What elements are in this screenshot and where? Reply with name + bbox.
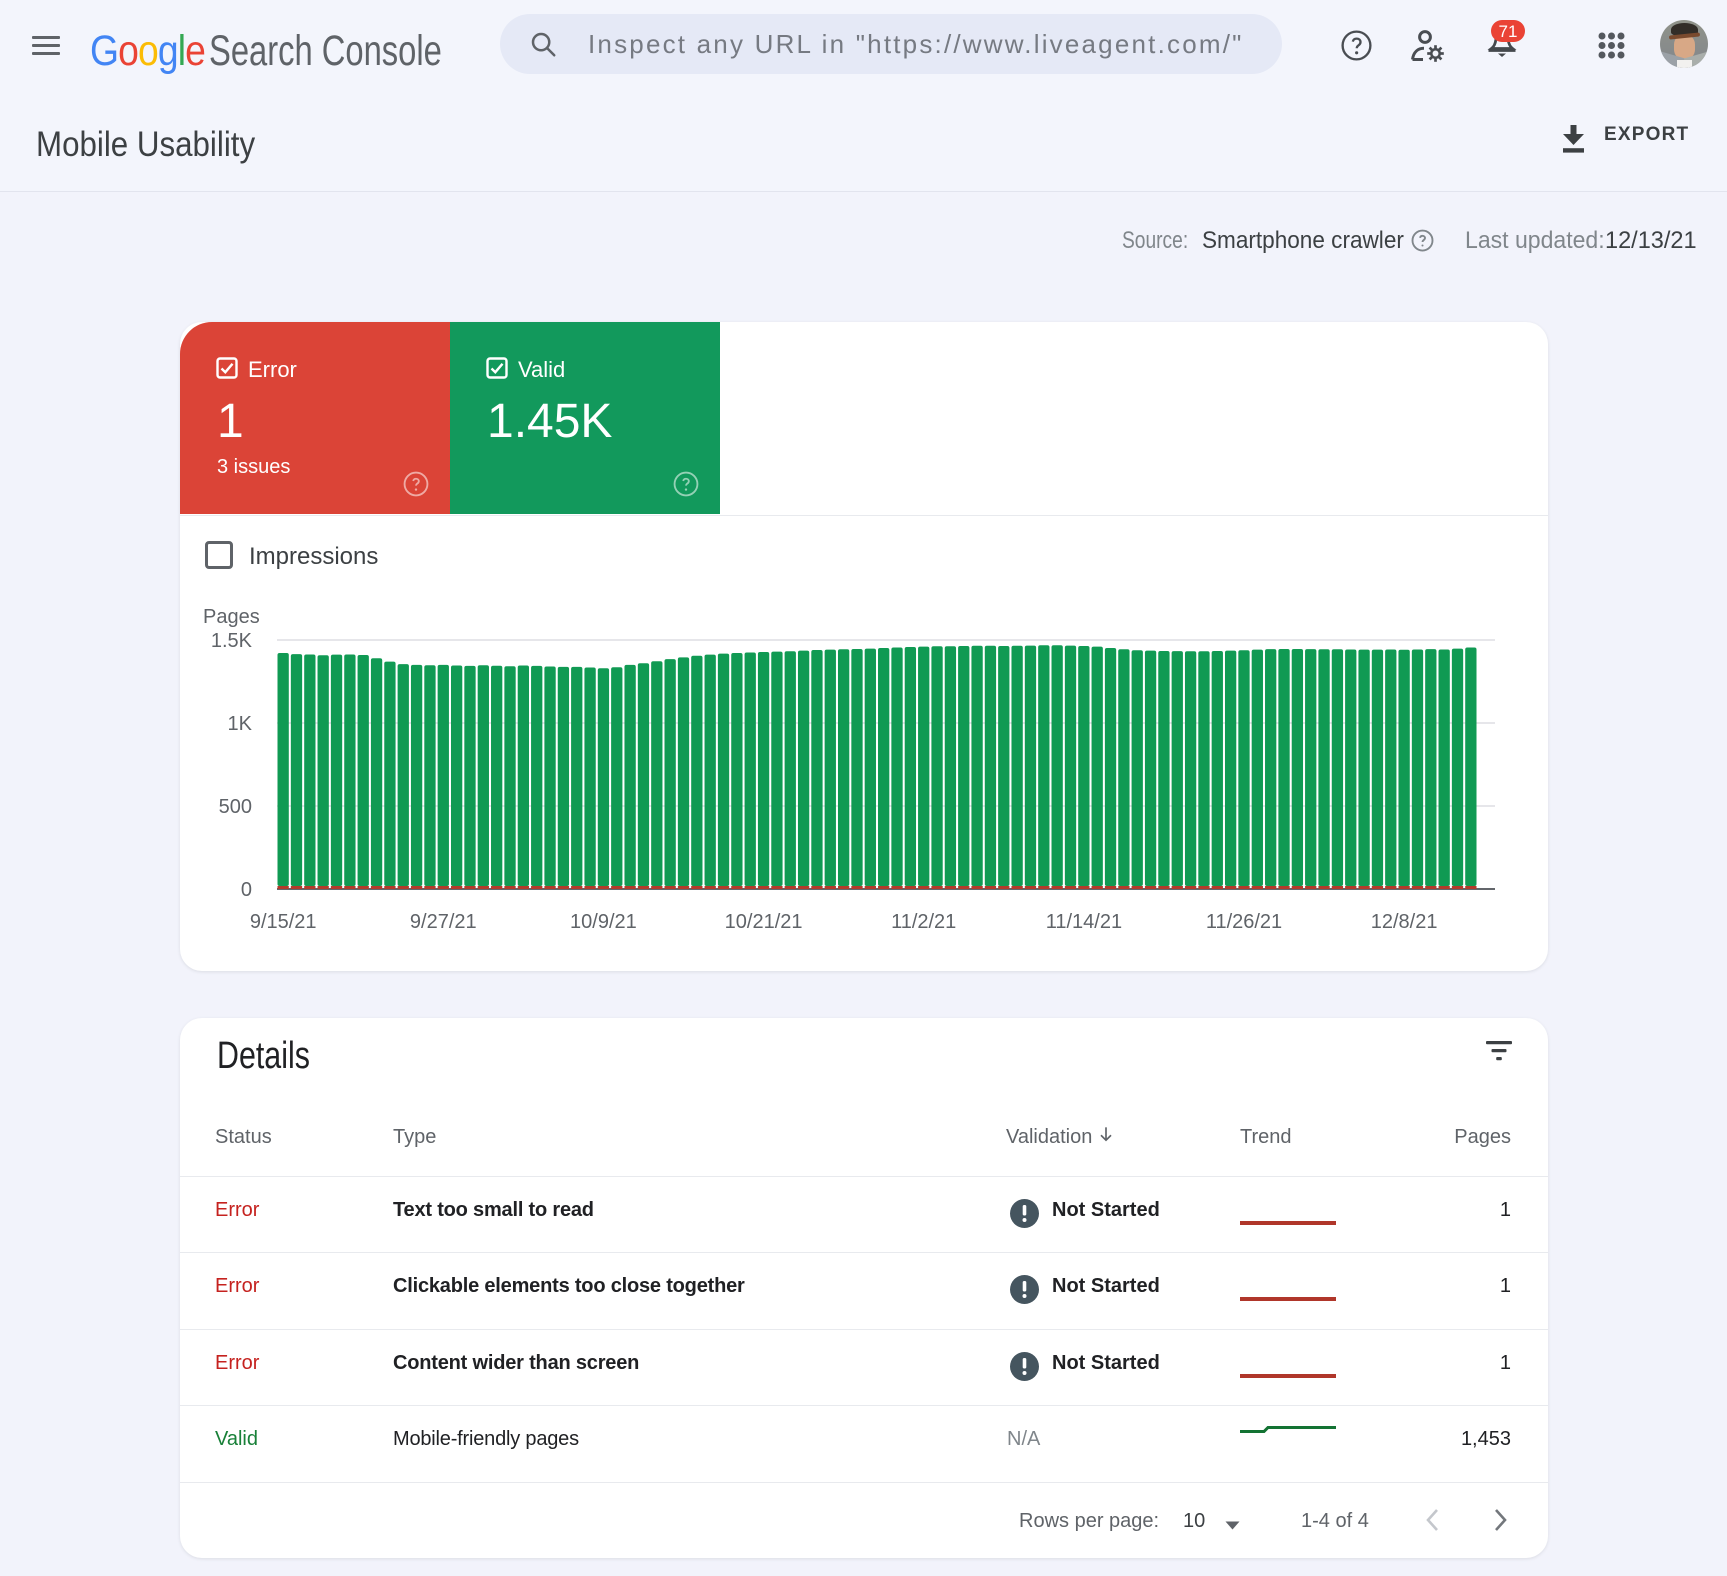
- svg-text:10/9/21: 10/9/21: [570, 911, 637, 933]
- svg-text:11/14/21: 11/14/21: [1046, 911, 1122, 933]
- svg-text:12/8/21: 12/8/21: [1371, 911, 1438, 933]
- svg-text:9/27/21: 9/27/21: [410, 911, 477, 933]
- svg-text:9/15/21: 9/15/21: [250, 911, 317, 933]
- svg-text:0: 0: [241, 879, 252, 901]
- svg-text:10/21/21: 10/21/21: [725, 911, 803, 933]
- svg-text:11/2/21: 11/2/21: [891, 911, 956, 933]
- svg-text:1K: 1K: [228, 713, 253, 735]
- svg-text:1.5K: 1.5K: [211, 630, 253, 652]
- svg-text:500: 500: [219, 796, 252, 818]
- svg-text:11/26/21: 11/26/21: [1206, 911, 1282, 933]
